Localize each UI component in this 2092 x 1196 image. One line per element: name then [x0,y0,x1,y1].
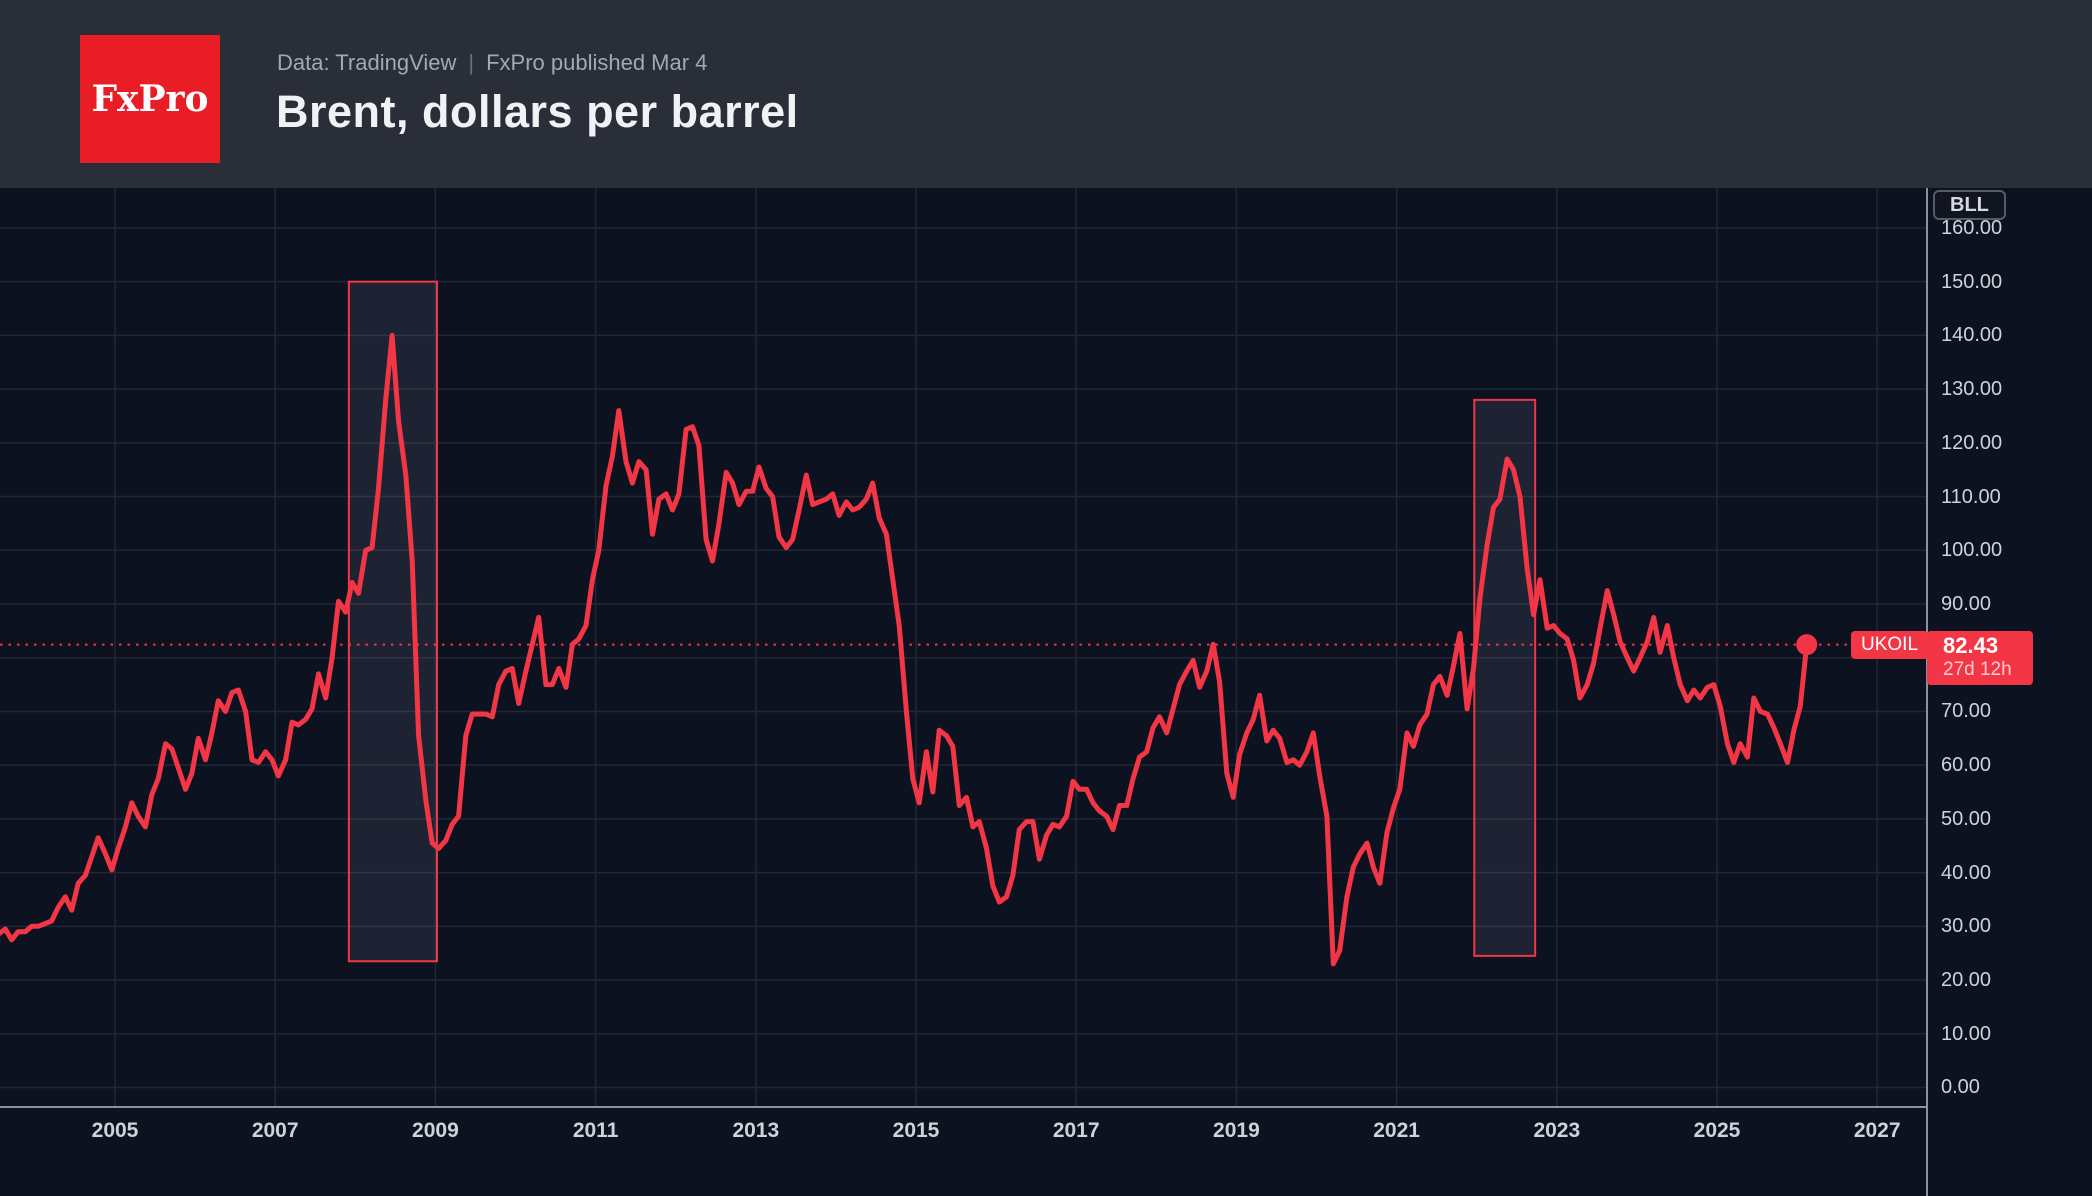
price-tick-label: 20.00 [1941,969,1992,992]
year-tick-label: 2027 [1853,1119,1901,1142]
price-tick-label: 40.00 [1941,861,1992,884]
price-tick-label: 50.00 [1941,807,1992,830]
fxpro-logo-text: FxPro [91,78,209,120]
price-tick-label: 70.00 [1941,700,1992,723]
price-tick-label: 90.00 [1941,593,1992,615]
separator-bar: | [468,50,475,75]
last-point-dot [1796,634,1818,656]
year-tick-label: 2023 [1533,1119,1581,1142]
price-tick-label: 150.00 [1941,270,2003,293]
page-title: Brent, dollars per barrel [276,86,799,137]
price-tick-label: 30.00 [1941,915,1992,938]
price-tick-label: 130.00 [1941,378,2003,401]
price-tick-label: 160.00 [1941,216,2003,239]
series-line [0,332,1810,967]
data-source-label: Data: TradingView [277,50,457,75]
year-tick-label: 2017 [1052,1119,1100,1142]
highlight-box [347,280,439,963]
year-tick-label: 2025 [1693,1119,1741,1142]
chart-source-line: Data: TradingView | FxPro published Mar 4 [277,50,707,76]
price-tick-label: 120.00 [1941,431,2003,454]
last-price-value: 82.43 [1943,632,1999,658]
year-tick-label: 2013 [732,1119,780,1142]
chart-area[interactable]: 0.00 10.00 20.00 30.00 40.00 50.00 60.00 70.00 8… [0,188,2092,1196]
header: FxPro Data: TradingView | FxPro published … [0,0,2092,188]
year-tick-label: 2011 [572,1119,619,1142]
year-tick-label: 2009 [412,1119,459,1142]
price-tick-label: 10.00 [1941,1022,1992,1045]
price-tick-label: 100.00 [1941,539,2003,562]
price-tick-label: 140.00 [1941,324,2003,347]
symbol-label: UKOIL [1851,630,1929,659]
unit-badge[interactable]: BLL [1933,190,2006,220]
bar-countdown: 27d 12h [1943,658,2012,680]
year-tick-label: 2015 [892,1119,940,1142]
year-tick-label: 2007 [251,1119,299,1142]
price-tick-label: 60.00 [1941,754,1992,777]
year-tick-label: 2019 [1213,1119,1260,1142]
year-tick-label: 2021 [1373,1119,1420,1142]
year-tick-label: 2005 [91,1119,139,1142]
fxpro-logo: FxPro [80,35,220,163]
price-tick-label: 110.00 [1941,485,2001,508]
published-label: FxPro published Mar 4 [486,50,708,75]
price-tag: 82.43 27d 12h [1927,630,2033,685]
price-tick-label: 0.00 [1941,1076,1980,1099]
